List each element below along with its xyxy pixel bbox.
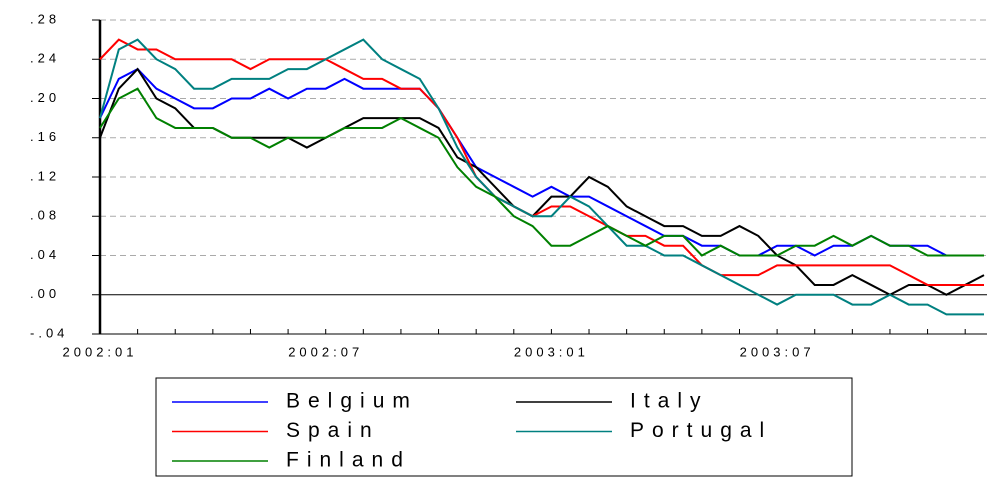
legend-label: Portugal: [630, 419, 772, 442]
x-tick-label: 2003:01: [514, 344, 589, 359]
x-tick-label: 2002:01: [63, 344, 138, 359]
x-tick-label: 2002:07: [288, 344, 363, 359]
legend-label: Spain: [286, 419, 380, 442]
legend-label: Finland: [286, 449, 411, 472]
legend-box: [155, 377, 853, 477]
y-tick-label: .08: [30, 208, 60, 223]
legend-label: Italy: [630, 390, 709, 413]
x-tick-label: 2003:07: [740, 344, 815, 359]
legend-label: Belgium: [286, 390, 418, 413]
series-line: [99, 67, 984, 257]
series-line: [99, 87, 984, 257]
y-tick-label: .04: [30, 247, 60, 262]
y-tick-label: .00: [30, 286, 60, 301]
series-line: [99, 38, 984, 286]
series-line: [99, 67, 985, 296]
y-tick-label: .24: [30, 51, 60, 66]
y-tick-label: .28: [30, 11, 60, 26]
series-line: [99, 38, 984, 316]
y-tick-label: -.04: [30, 325, 68, 340]
y-tick-label: .20: [30, 90, 60, 105]
y-tick-label: .12: [30, 168, 60, 183]
y-tick-label: .16: [30, 129, 60, 144]
